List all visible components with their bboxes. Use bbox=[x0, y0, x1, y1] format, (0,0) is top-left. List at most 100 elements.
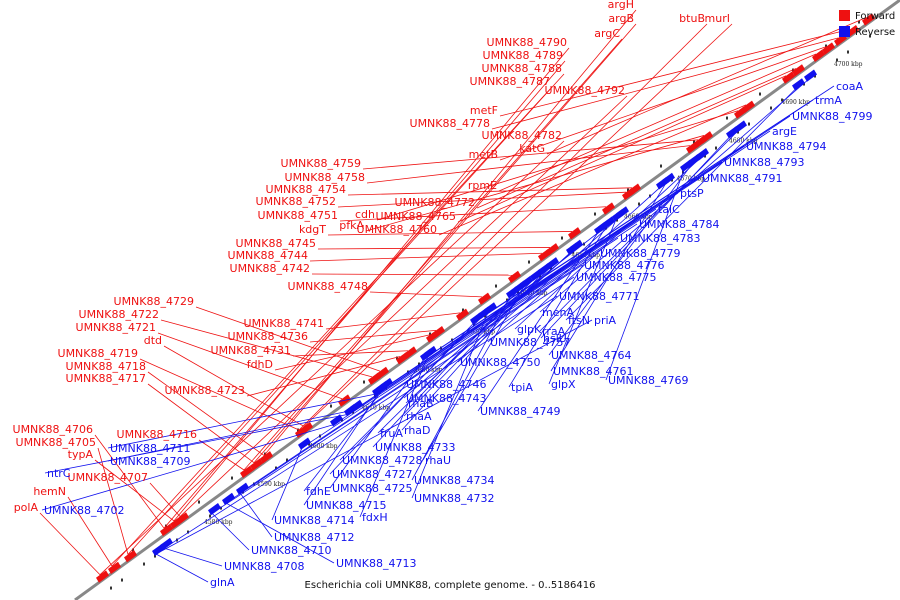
reverse-gene bbox=[160, 537, 173, 551]
legend-swatch-forward bbox=[839, 10, 850, 21]
gene-label-reverse: UMNK88_4702 bbox=[44, 504, 124, 517]
gene-label-reverse: fruA bbox=[380, 427, 403, 440]
leader-line bbox=[149, 482, 181, 517]
tick-mark bbox=[638, 202, 640, 206]
reverse-gene bbox=[662, 172, 675, 186]
gene-label-forward: pfkA bbox=[339, 219, 364, 232]
leader-line bbox=[239, 492, 273, 538]
leader-line bbox=[303, 23, 733, 427]
gene-label-reverse: argE bbox=[772, 125, 797, 138]
gene-label-reverse: UMNK88_4734 bbox=[414, 474, 494, 487]
leader-line bbox=[317, 247, 551, 250]
gene-label-reverse: ntrC bbox=[47, 467, 71, 480]
label-leaders bbox=[39, 9, 867, 583]
leader-line bbox=[325, 312, 461, 330]
forward-gene bbox=[742, 100, 755, 113]
leader-line bbox=[362, 139, 699, 170]
gene-label-forward: UMNK88_4741 bbox=[244, 317, 324, 330]
leader-line bbox=[243, 38, 623, 471]
leader-line bbox=[499, 46, 827, 161]
leader-line bbox=[263, 9, 637, 456]
gene-label-forward: UMNK88_4731 bbox=[211, 344, 291, 357]
forward-gene bbox=[508, 270, 521, 284]
leader-line bbox=[211, 276, 575, 514]
leader-line bbox=[195, 306, 381, 372]
forward-gene bbox=[782, 71, 795, 84]
reverse-gene bbox=[696, 148, 709, 161]
gene-label-forward: polA bbox=[14, 501, 39, 514]
gene-label-forward: UMNK88_4719 bbox=[58, 347, 138, 360]
gene-label-reverse: talC bbox=[658, 203, 680, 216]
tick-label: 4700 kbp bbox=[834, 61, 863, 68]
tick-label: 4620 kbp bbox=[414, 366, 443, 373]
legend: Forward Reverse bbox=[839, 10, 895, 38]
forward-gene bbox=[628, 183, 641, 196]
tick-mark bbox=[286, 458, 288, 462]
forward-gene bbox=[546, 243, 559, 256]
gene-label-reverse: rhaD bbox=[404, 424, 431, 437]
leader-line bbox=[499, 28, 851, 117]
gene-label-reverse: rraA bbox=[542, 325, 566, 338]
tick-mark bbox=[110, 586, 112, 590]
gene-label-reverse: UMNK88_4733 bbox=[375, 441, 455, 454]
gene-label-forward: UMNK88_4754 bbox=[266, 183, 346, 196]
leader-line bbox=[457, 75, 787, 223]
forward-gene bbox=[376, 366, 389, 380]
gene-label-forward: UMNK88_4718 bbox=[66, 360, 146, 373]
gene-label-forward: UMNK88_4759 bbox=[281, 157, 361, 170]
gene-features bbox=[96, 13, 875, 583]
gene-label-forward: katG bbox=[519, 142, 545, 155]
forward-gene bbox=[96, 570, 109, 583]
tick-mark bbox=[473, 322, 475, 326]
tick-mark bbox=[187, 530, 189, 534]
gene-label-reverse: rhaU bbox=[425, 454, 451, 467]
reverse-gene bbox=[734, 120, 747, 133]
tick-mark bbox=[858, 20, 860, 24]
gene-label-reverse: glnA bbox=[210, 576, 235, 589]
leader-line bbox=[225, 264, 583, 504]
tick-mark bbox=[781, 98, 783, 102]
reverse-gene bbox=[208, 502, 221, 516]
reverse-gene bbox=[330, 414, 343, 427]
leader-line bbox=[94, 459, 175, 522]
legend-swatch-reverse bbox=[839, 26, 850, 37]
forward-gene bbox=[812, 49, 825, 62]
gene-label-forward: argC bbox=[594, 27, 620, 40]
gene-label-reverse: UMNK88_4709 bbox=[110, 455, 190, 468]
gene-label-reverse: UMNK88_4794 bbox=[746, 140, 826, 153]
tick-label: 4610 kbp bbox=[362, 405, 391, 412]
leader-line bbox=[139, 358, 300, 431]
gene-label-forward: UMNK88_4748 bbox=[288, 280, 368, 293]
gene-label-forward: UMNK88_4792 bbox=[545, 84, 625, 97]
gene-label-reverse: UMNK88_4746 bbox=[406, 378, 486, 391]
gene-label-forward: UMNK88_4758 bbox=[285, 171, 365, 184]
forward-gene bbox=[432, 326, 445, 339]
tick-mark bbox=[462, 308, 464, 312]
forward-gene bbox=[456, 308, 469, 321]
leader-line bbox=[365, 135, 705, 232]
forward-gene bbox=[108, 561, 121, 574]
leader-line bbox=[147, 371, 265, 456]
leader-line bbox=[353, 192, 679, 411]
gene-label-reverse: UMNK88_4749 bbox=[480, 405, 560, 418]
gene-label-forward: UMNK88_4790 bbox=[487, 36, 567, 49]
gene-label-forward: fdhD bbox=[247, 358, 273, 371]
leader-line bbox=[498, 53, 817, 192]
tick-mark bbox=[330, 404, 332, 408]
tick-mark bbox=[660, 164, 662, 168]
forward-gene bbox=[700, 131, 713, 144]
tick-mark bbox=[385, 386, 387, 390]
tick-mark bbox=[847, 50, 849, 54]
gene-label-reverse: UMNK88_4715 bbox=[306, 499, 386, 512]
legend-label-forward: Forward bbox=[855, 11, 895, 22]
leader-line bbox=[107, 393, 377, 449]
forward-gene bbox=[792, 64, 805, 77]
leader-line bbox=[41, 424, 335, 511]
reverse-gene bbox=[546, 257, 559, 270]
tick-mark bbox=[220, 506, 222, 510]
tick-mark bbox=[198, 500, 200, 504]
gene-label-reverse: UMNK88_4779 bbox=[600, 247, 680, 260]
tick-label: 4590 kbp bbox=[257, 481, 286, 488]
tick-label: 4580 kbp bbox=[204, 519, 233, 526]
gene-label-forward: UMNK88_4706 bbox=[13, 423, 93, 436]
